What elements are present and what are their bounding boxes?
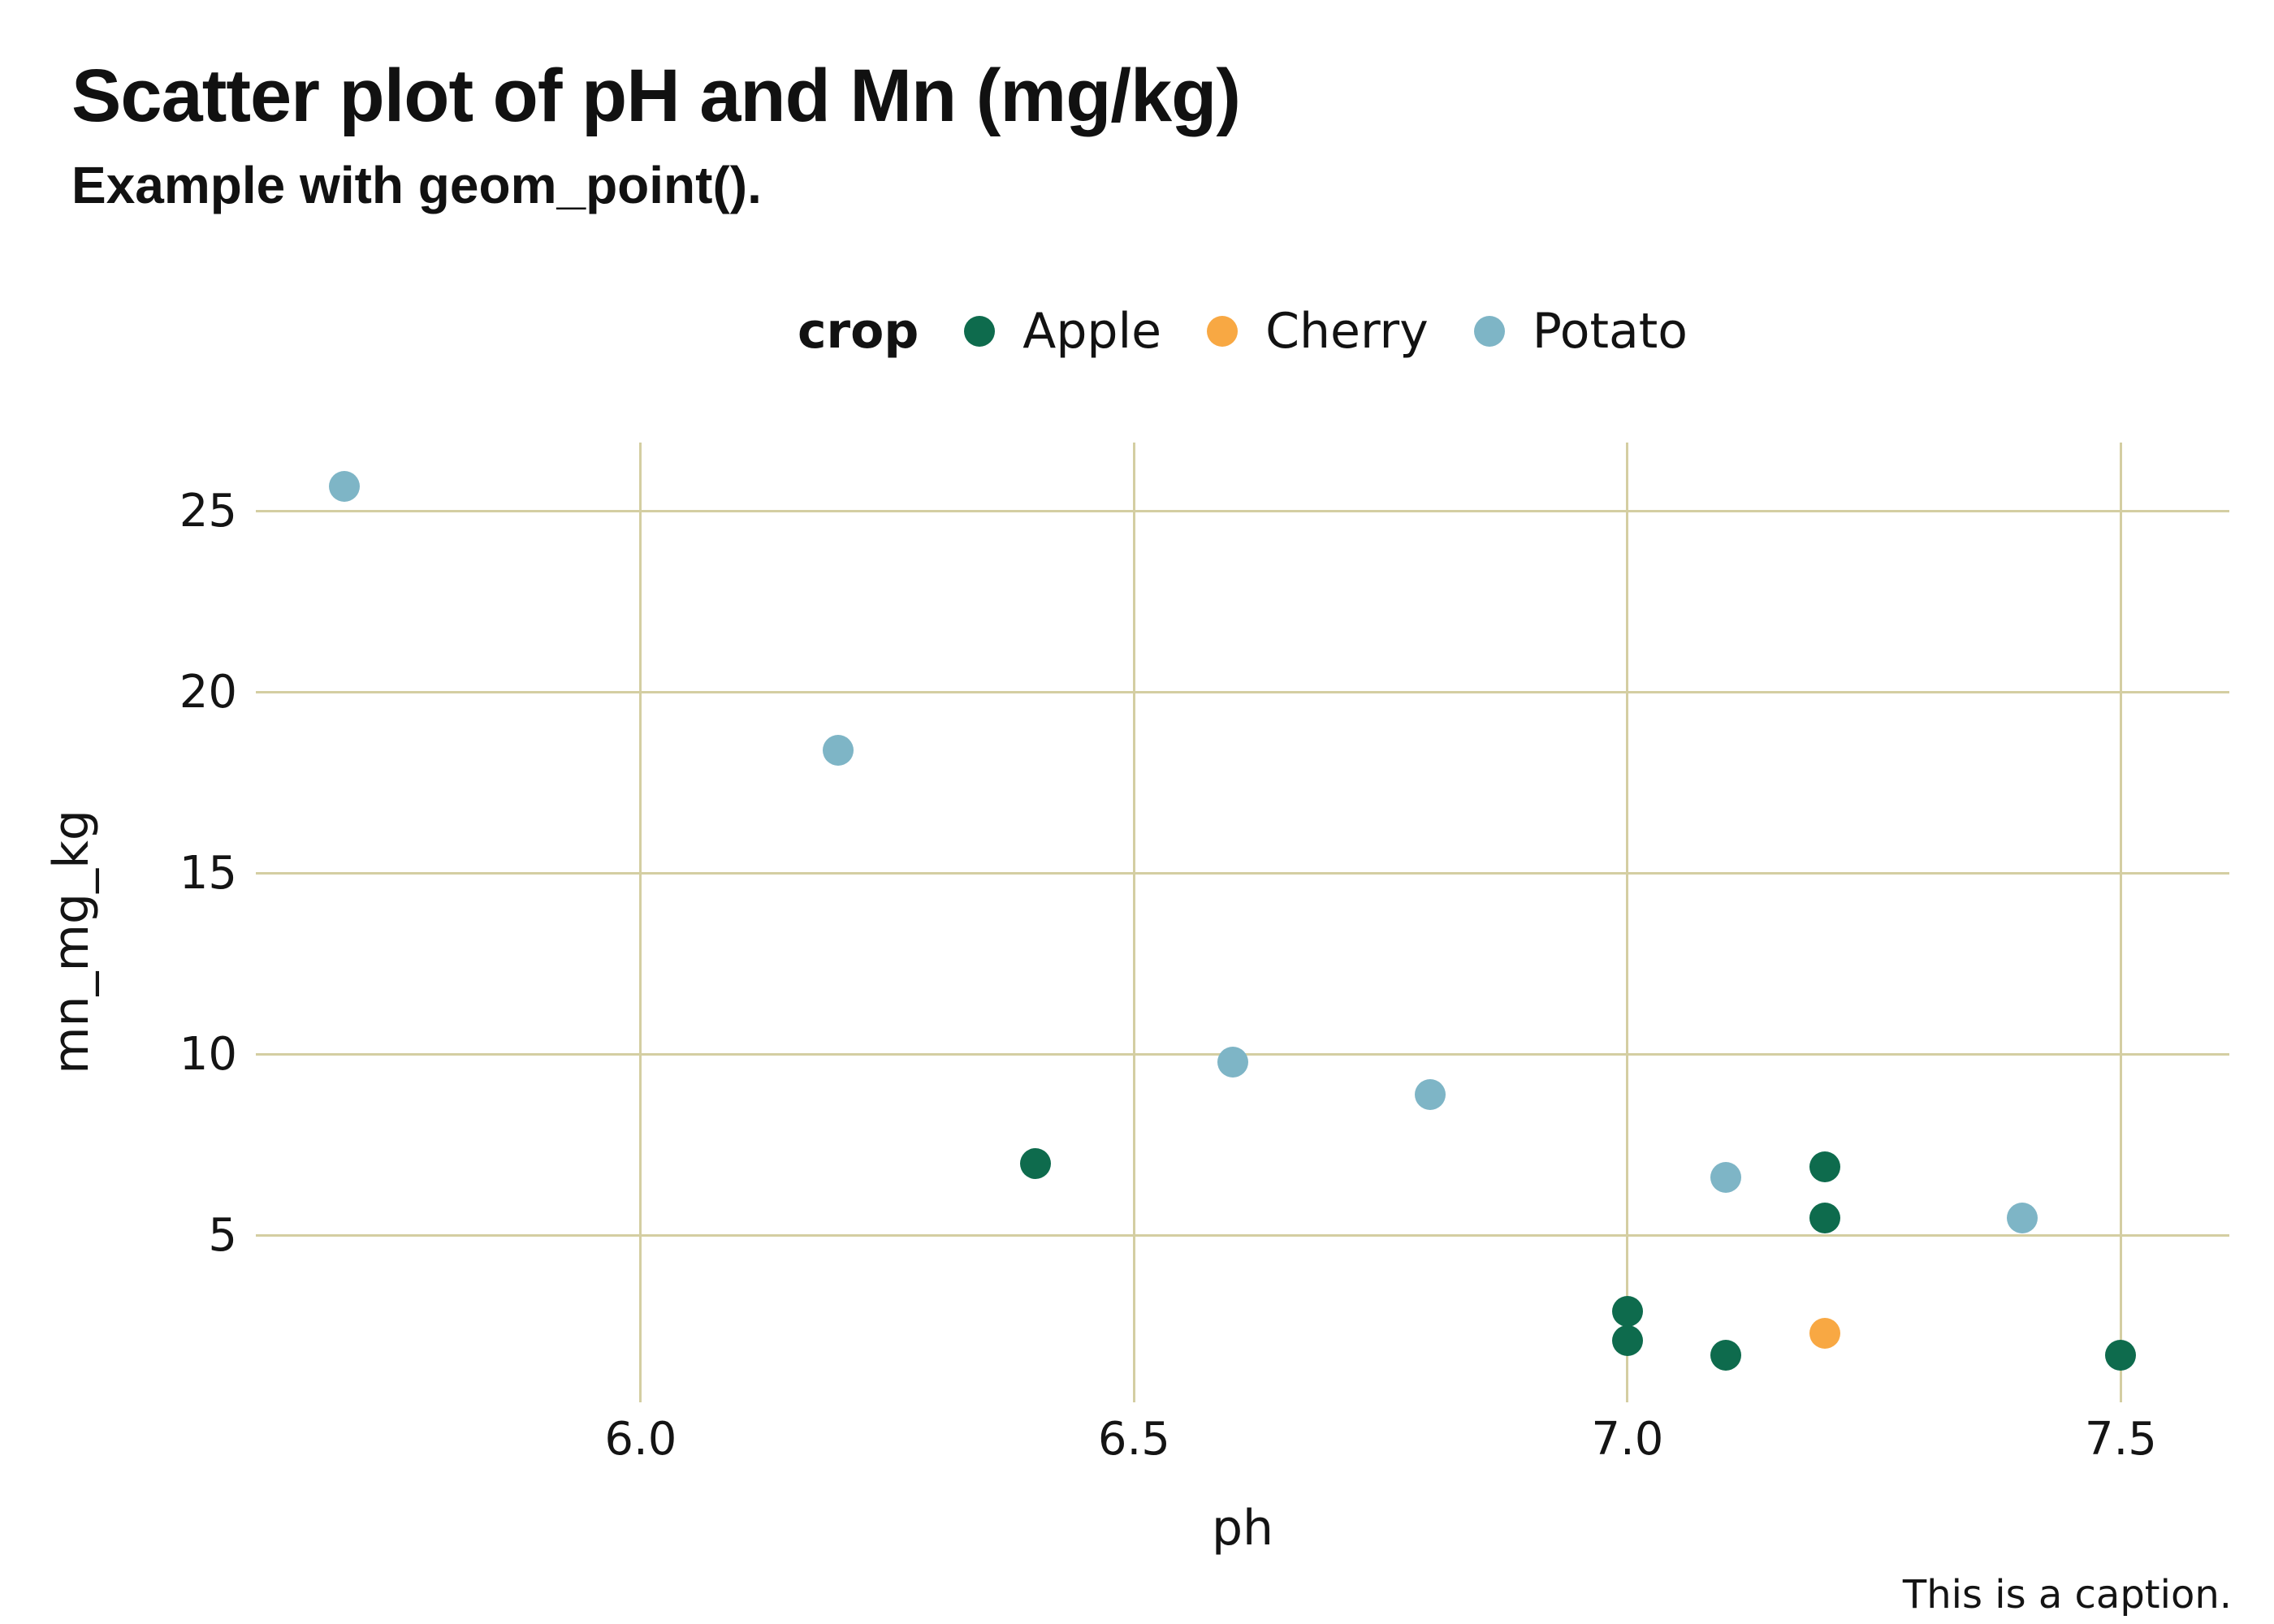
data-point-potato-0: [329, 470, 361, 502]
legend: crop Apple Cherry Potato: [256, 299, 2229, 364]
legend-label-cherry: Cherry: [1265, 303, 1429, 360]
legend-dot-potato: [1473, 316, 1505, 347]
legend-entry-cherry: Cherry: [1207, 303, 1429, 360]
legend-title: crop: [797, 303, 919, 360]
x-tick-label-7.0: 7.0: [1591, 1413, 1664, 1466]
data-point-potato-5: [2006, 1202, 2038, 1233]
gridline-x-7.5: [2119, 443, 2122, 1402]
chart-subtitle: Example with geom_point().: [71, 156, 762, 214]
x-tick-label-7.5: 7.5: [2084, 1413, 2157, 1466]
data-point-apple-4: [1809, 1151, 1840, 1183]
gridline-x-6.0: [639, 443, 642, 1402]
data-point-cherry-0: [1809, 1318, 1840, 1350]
data-point-potato-4: [1710, 1162, 1742, 1194]
y-tick-label-5: 5: [208, 1208, 237, 1262]
gridline-x-6.5: [1132, 443, 1135, 1402]
legend-dot-cherry: [1207, 316, 1239, 347]
data-point-potato-2: [1217, 1046, 1248, 1078]
y-tick-label-10: 10: [179, 1027, 237, 1081]
caption: This is a caption.: [1902, 1572, 2232, 1618]
x-tick-label-6.0: 6.0: [604, 1413, 677, 1466]
gridline-x-7.0: [1626, 443, 1629, 1402]
data-point-apple-5: [1809, 1202, 1840, 1233]
legend-label-potato: Potato: [1532, 303, 1688, 360]
data-point-apple-1: [1611, 1296, 1643, 1328]
data-point-apple-6: [2105, 1340, 2137, 1371]
legend-entry-apple: Apple: [964, 303, 1161, 360]
chart-title: Scatter plot of pH and Mn (mg/kg): [71, 54, 1241, 137]
data-point-apple-2: [1611, 1325, 1643, 1357]
x-tick-label-6.5: 6.5: [1097, 1413, 1170, 1466]
gridline-y-25: [256, 510, 2229, 513]
y-tick-label-25: 25: [179, 484, 237, 538]
gridline-y-20: [256, 691, 2229, 694]
legend-dot-apple: [964, 316, 996, 347]
y-tick-label-20: 20: [179, 665, 237, 719]
data-point-apple-0: [1019, 1147, 1051, 1179]
gridline-y-15: [256, 872, 2229, 875]
data-point-potato-3: [1414, 1078, 1446, 1110]
plot-panel: [256, 443, 2229, 1402]
y-tick-label-15: 15: [179, 846, 237, 900]
legend-label-apple: Apple: [1022, 303, 1162, 360]
gridline-y-5: [256, 1234, 2229, 1237]
legend-entry-potato: Potato: [1473, 303, 1688, 360]
x-axis-label: ph: [1211, 1500, 1274, 1557]
data-point-apple-3: [1710, 1340, 1742, 1371]
data-point-potato-1: [822, 735, 854, 767]
